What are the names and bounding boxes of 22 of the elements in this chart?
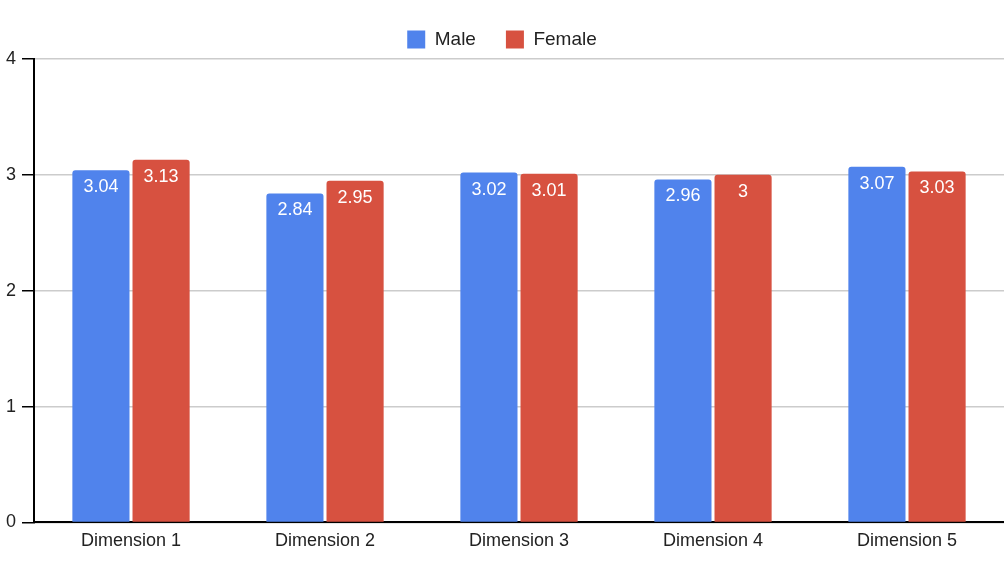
data-label: 2.95: [337, 186, 373, 207]
data-label: 2.84: [277, 199, 313, 220]
y-tick-label: 3: [6, 163, 17, 184]
y-tick-label: 0: [6, 511, 17, 532]
data-label: 3.01: [531, 179, 567, 200]
x-tick-label: Dimension 1: [80, 530, 182, 551]
data-label: 3.07: [859, 172, 895, 193]
y-tick-label: 2: [6, 279, 17, 300]
data-label: 3.13: [143, 165, 179, 186]
legend-label: Female: [533, 27, 597, 49]
x-tick-label: Dimension 5: [856, 530, 958, 551]
data-label: 3.04: [83, 176, 119, 197]
y-tick-label: 4: [6, 47, 17, 68]
y-tick-label: 1: [6, 395, 17, 416]
x-tick-label: Dimension 4: [662, 530, 764, 551]
data-label: 2.96: [665, 185, 701, 206]
legend-label: Male: [434, 27, 476, 49]
x-tick-label: Dimension 2: [274, 530, 376, 551]
data-label: 3.03: [919, 177, 955, 198]
data-label: 3.02: [471, 178, 507, 199]
x-tick-label: Dimension 3: [468, 530, 570, 551]
data-label: 3: [738, 180, 749, 201]
